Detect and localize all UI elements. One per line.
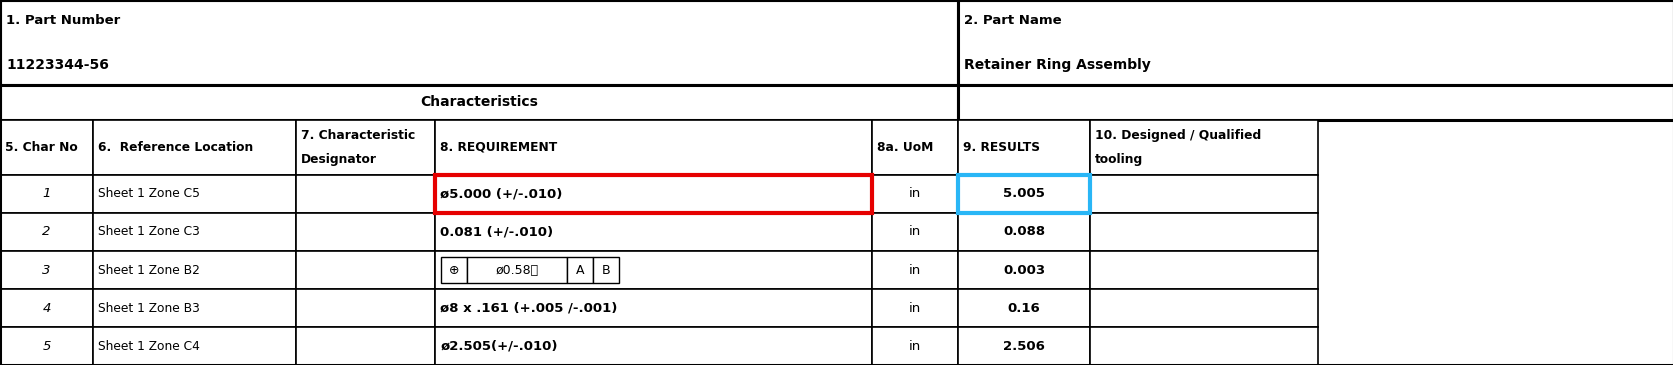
Text: 5.005: 5.005: [1002, 188, 1044, 200]
Bar: [957, 85, 1673, 120]
Text: in: in: [908, 264, 920, 277]
Bar: [872, 175, 957, 213]
Bar: [1089, 289, 1317, 327]
Text: 1. Part Number: 1. Part Number: [7, 14, 120, 27]
Bar: [0, 85, 957, 120]
Text: 9. RESULTS: 9. RESULTS: [962, 141, 1039, 154]
Text: 1: 1: [42, 188, 50, 200]
Text: 5: 5: [42, 339, 50, 353]
Bar: [957, 327, 1089, 365]
Bar: [1089, 213, 1317, 251]
Bar: [872, 289, 957, 327]
Bar: [94, 120, 296, 175]
Text: Designator: Designator: [301, 153, 376, 166]
Bar: [296, 289, 435, 327]
Text: 5. Char No: 5. Char No: [5, 141, 77, 154]
Bar: [94, 327, 296, 365]
Text: in: in: [908, 339, 920, 353]
Bar: [467, 257, 567, 283]
Text: 2. Part Name: 2. Part Name: [964, 14, 1061, 27]
Text: 7. Characteristic: 7. Characteristic: [301, 129, 415, 142]
Bar: [872, 213, 957, 251]
Bar: [1089, 251, 1317, 289]
Bar: [0, 251, 94, 289]
Text: 3: 3: [42, 264, 50, 277]
Text: in: in: [908, 301, 920, 315]
Text: B: B: [601, 264, 611, 277]
Text: ø5.000 (+/-.010): ø5.000 (+/-.010): [440, 188, 562, 200]
Bar: [0, 213, 94, 251]
Bar: [957, 175, 1089, 213]
Bar: [957, 120, 1089, 175]
Bar: [1089, 175, 1317, 213]
Bar: [435, 251, 872, 289]
Text: ø5.000 (+/-.010): ø5.000 (+/-.010): [440, 188, 562, 200]
Text: 0.003: 0.003: [1002, 264, 1044, 277]
Bar: [957, 213, 1089, 251]
Bar: [296, 175, 435, 213]
Bar: [592, 257, 619, 283]
Text: in: in: [908, 188, 920, 200]
Text: 4: 4: [42, 301, 50, 315]
Bar: [435, 120, 872, 175]
Bar: [94, 175, 296, 213]
Text: ø0.58Ⓜ: ø0.58Ⓜ: [495, 264, 539, 277]
Text: in: in: [908, 226, 920, 238]
Text: 6.  Reference Location: 6. Reference Location: [99, 141, 253, 154]
Text: Sheet 1 Zone B2: Sheet 1 Zone B2: [99, 264, 199, 277]
Text: A: A: [576, 264, 584, 277]
Bar: [296, 213, 435, 251]
Text: 0.088: 0.088: [1002, 226, 1044, 238]
Text: Sheet 1 Zone B3: Sheet 1 Zone B3: [99, 301, 199, 315]
Bar: [435, 175, 872, 213]
Bar: [1089, 327, 1317, 365]
Bar: [435, 289, 872, 327]
Bar: [435, 327, 872, 365]
Text: 8. REQUIREMENT: 8. REQUIREMENT: [440, 141, 557, 154]
Bar: [94, 251, 296, 289]
Text: ø2.505(+/-.010): ø2.505(+/-.010): [440, 339, 557, 353]
Bar: [1089, 120, 1317, 175]
Bar: [0, 120, 94, 175]
Text: Retainer Ring Assembly: Retainer Ring Assembly: [964, 58, 1149, 72]
Bar: [957, 289, 1089, 327]
Bar: [296, 327, 435, 365]
Bar: [0, 0, 957, 85]
Bar: [0, 289, 94, 327]
Bar: [872, 120, 957, 175]
Bar: [440, 257, 467, 283]
Bar: [957, 251, 1089, 289]
Text: Sheet 1 Zone C5: Sheet 1 Zone C5: [99, 188, 199, 200]
Bar: [94, 289, 296, 327]
Bar: [872, 327, 957, 365]
Text: ⊕: ⊕: [448, 264, 458, 277]
Text: 0.16: 0.16: [1007, 301, 1039, 315]
Text: ø8 x .161 (+.005 /-.001): ø8 x .161 (+.005 /-.001): [440, 301, 617, 315]
Bar: [435, 175, 872, 213]
Text: Sheet 1 Zone C3: Sheet 1 Zone C3: [99, 226, 199, 238]
Text: 8a. UoM: 8a. UoM: [877, 141, 934, 154]
Bar: [567, 257, 592, 283]
Text: 11223344-56: 11223344-56: [7, 58, 109, 72]
Text: 10. Designed / Qualified: 10. Designed / Qualified: [1094, 129, 1260, 142]
Bar: [872, 251, 957, 289]
Text: 2: 2: [42, 226, 50, 238]
Bar: [0, 327, 94, 365]
Bar: [957, 175, 1089, 213]
Bar: [296, 251, 435, 289]
Bar: [94, 213, 296, 251]
Bar: [0, 175, 94, 213]
Bar: [957, 0, 1673, 85]
Text: Sheet 1 Zone C4: Sheet 1 Zone C4: [99, 339, 199, 353]
Bar: [296, 120, 435, 175]
Text: 0.081 (+/-.010): 0.081 (+/-.010): [440, 226, 552, 238]
Text: Characteristics: Characteristics: [420, 96, 537, 110]
Text: 5.005: 5.005: [1002, 188, 1044, 200]
Text: 2.506: 2.506: [1002, 339, 1044, 353]
Text: tooling: tooling: [1094, 153, 1143, 166]
Bar: [435, 213, 872, 251]
